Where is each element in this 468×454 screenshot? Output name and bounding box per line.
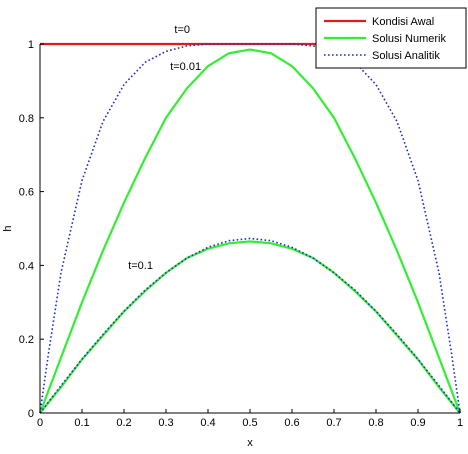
series-line-4 bbox=[39, 43, 461, 414]
legend-label-3: Solusi Analitik bbox=[372, 50, 440, 62]
y-tick-label-5: 1 bbox=[28, 39, 34, 51]
x-tick-label-2: 0.2 bbox=[116, 417, 131, 429]
legend-label-2: Solusi Numerik bbox=[372, 33, 446, 45]
x-tick-label-0: 0 bbox=[37, 417, 43, 429]
x-tick-label-4: 0.4 bbox=[200, 417, 215, 429]
x-tick-label-3: 0.3 bbox=[158, 417, 173, 429]
y-tick-label-4: 0.8 bbox=[19, 113, 34, 125]
plot-area bbox=[38, 42, 462, 414]
x-tick-label-9: 0.9 bbox=[410, 417, 425, 429]
series-line-2 bbox=[38, 48, 462, 414]
axes: 0 0.1 0.2 0.3 0.4 0.5 0.6 0.7 0.8 0.9 1 0 0.2 0.4 0.6 0… bbox=[2, 39, 463, 449]
y-tick-label-0: 0 bbox=[28, 408, 34, 420]
legend: Kondisi Awal Solusi Numerik Solusi Analiti… bbox=[315, 7, 467, 69]
x-tick-label-7: 0.7 bbox=[326, 417, 341, 429]
annotations: t=0 t=0.01 t=0.1 bbox=[128, 24, 201, 272]
x-tick-label-10: 1 bbox=[457, 417, 463, 429]
x-tick-label-8: 0.8 bbox=[368, 417, 383, 429]
y-axis-label: h bbox=[2, 225, 14, 231]
annotation-2: t=0.01 bbox=[170, 61, 201, 73]
y-tick-label-3: 0.6 bbox=[19, 187, 34, 199]
x-axis-label: x bbox=[247, 437, 253, 449]
legend-label-1: Kondisi Awal bbox=[372, 16, 434, 28]
series-line-5 bbox=[39, 237, 461, 414]
y-tick-label-2: 0.4 bbox=[19, 260, 34, 272]
x-tick-label-1: 0.1 bbox=[74, 417, 89, 429]
annotation-1: t=0 bbox=[174, 24, 190, 36]
x-tick-label-6: 0.6 bbox=[284, 417, 299, 429]
x-tick-label-5: 0.5 bbox=[242, 417, 257, 429]
y-tick-label-1: 0.2 bbox=[19, 334, 34, 346]
annotation-3: t=0.1 bbox=[128, 260, 153, 272]
